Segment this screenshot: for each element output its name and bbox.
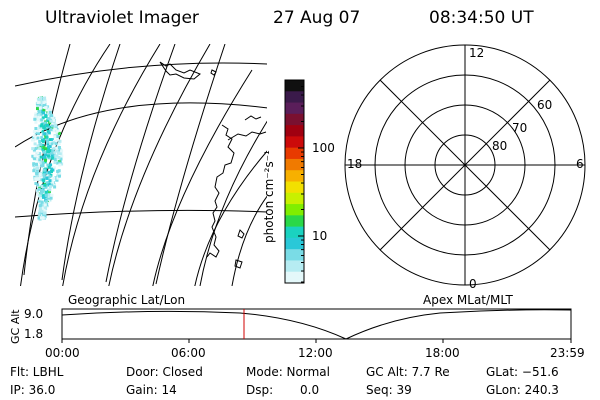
colorbar-segment <box>285 158 304 171</box>
colorbar-segment <box>285 204 304 216</box>
colorbar-segment <box>285 147 304 160</box>
mlt-label-18: 18 <box>347 157 363 171</box>
colorbar-segment <box>285 226 304 239</box>
lat-label-60: 60 <box>537 98 553 112</box>
coastlines <box>159 61 267 269</box>
status-ip: IP: 36.0 <box>10 383 56 397</box>
status-glon: GLon: 240.3 <box>486 383 559 397</box>
timeline-right-label: Apex MLat/MLT <box>423 293 513 307</box>
colorbar-segment <box>285 170 304 182</box>
status-gain: Gain: 14 <box>126 383 177 397</box>
mlt-label-6: 6 <box>576 157 584 171</box>
colorbar-tick-10: 10 <box>312 229 328 243</box>
status-gc-alt: GC Alt: 7.7 Re <box>366 365 450 379</box>
colorbar-segment <box>285 215 304 228</box>
mlt-label-0: 0 <box>469 277 477 291</box>
status-door: Door: Closed <box>126 365 203 379</box>
colorbar-segment <box>285 249 304 261</box>
lat-label-80: 80 <box>492 139 508 153</box>
timeline-ytick-1-8: 1.8 <box>24 327 44 341</box>
status-dsp-label: Dsp: <box>246 383 274 397</box>
mlt-label-12: 12 <box>469 46 485 60</box>
colorbar-segment <box>285 136 304 149</box>
timeline-xtick-4: 23:59 <box>550 346 585 360</box>
status-seq: Seq: 39 <box>366 383 412 397</box>
colorbar-tick-100: 100 <box>312 141 335 155</box>
lat-label-70: 70 <box>512 121 528 135</box>
colorbar-segment <box>285 271 304 284</box>
altitude-curve <box>61 309 572 340</box>
timeline-xtick-3: 18:00 <box>425 346 460 360</box>
timeline-xtick-0: 00:00 <box>45 346 80 360</box>
colorbar-segment <box>285 125 304 137</box>
colorbar-segment <box>285 260 304 273</box>
colorbar-segment <box>285 192 304 205</box>
date-label: 27 Aug 07 <box>273 8 361 28</box>
colorbar-segment <box>285 91 304 104</box>
colorbar-segment <box>285 181 304 194</box>
colorbar-segment <box>285 80 304 92</box>
aurora-emission <box>31 96 64 221</box>
timeline-left-label: Geographic Lat/Lon <box>68 293 186 307</box>
colorbar-segment <box>285 113 304 126</box>
timeline-xtick-2: 12:00 <box>298 346 333 360</box>
status-filter: Flt: LBHL <box>10 365 64 379</box>
colorbar-segment <box>285 237 304 250</box>
status-dsp-value: 0.0 <box>300 383 320 397</box>
instrument-title: Ultraviolet Imager <box>45 8 199 28</box>
timeline-xtick-1: 06:00 <box>171 346 206 360</box>
time-label: 08:34:50 UT <box>429 8 534 28</box>
status-mode: Mode: Normal <box>246 365 330 379</box>
status-glat: GLat: −51.6 <box>486 365 559 379</box>
colorbar-segment <box>285 102 304 115</box>
timeline-ticks <box>61 339 572 343</box>
timeline-ytick-9: 9.0 <box>24 307 44 321</box>
